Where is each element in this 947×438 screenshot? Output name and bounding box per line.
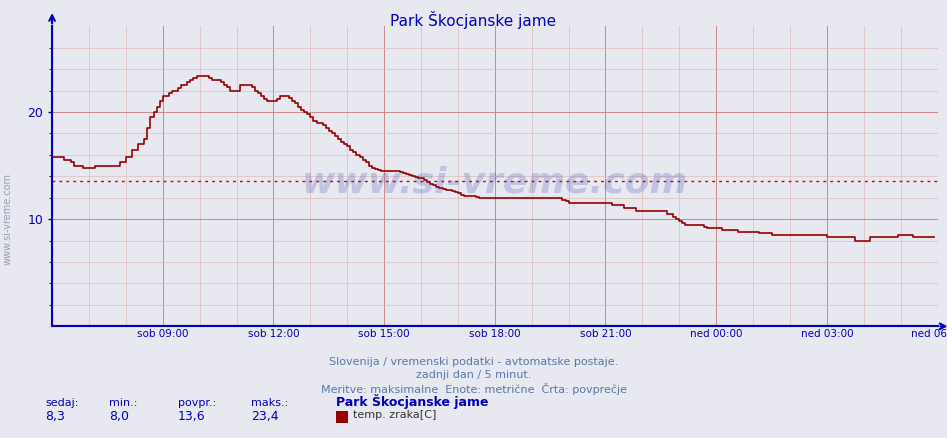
- Text: ned 03:00: ned 03:00: [800, 329, 853, 339]
- Text: 8,0: 8,0: [109, 410, 129, 423]
- Text: www.si-vreme.com: www.si-vreme.com: [3, 173, 12, 265]
- Text: 13,6: 13,6: [178, 410, 205, 423]
- Text: 23,4: 23,4: [251, 410, 278, 423]
- Text: 8,3: 8,3: [45, 410, 65, 423]
- Text: Park Škocjanske jame: Park Škocjanske jame: [390, 11, 557, 29]
- Text: sedaj:: sedaj:: [45, 399, 79, 409]
- Text: ned 00:00: ned 00:00: [690, 329, 742, 339]
- Text: sob 15:00: sob 15:00: [358, 329, 410, 339]
- Text: Meritve: maksimalne  Enote: metrične  Črta: povprečje: Meritve: maksimalne Enote: metrične Črta…: [320, 383, 627, 395]
- Text: min.:: min.:: [109, 399, 137, 409]
- Text: zadnji dan / 5 minut.: zadnji dan / 5 minut.: [416, 370, 531, 380]
- Text: www.si-vreme.com: www.si-vreme.com: [302, 165, 688, 199]
- Text: maks.:: maks.:: [251, 399, 288, 409]
- Text: sob 18:00: sob 18:00: [469, 329, 521, 339]
- Text: temp. zraka[C]: temp. zraka[C]: [353, 410, 437, 420]
- Text: Park Škocjanske jame: Park Škocjanske jame: [336, 395, 489, 410]
- Text: ned 06:00: ned 06:00: [911, 329, 947, 339]
- Text: sob 09:00: sob 09:00: [137, 329, 188, 339]
- Text: sob 12:00: sob 12:00: [247, 329, 299, 339]
- Text: Slovenija / vremenski podatki - avtomatske postaje.: Slovenija / vremenski podatki - avtomats…: [329, 357, 618, 367]
- Text: povpr.:: povpr.:: [178, 399, 216, 409]
- Text: sob 21:00: sob 21:00: [580, 329, 632, 339]
